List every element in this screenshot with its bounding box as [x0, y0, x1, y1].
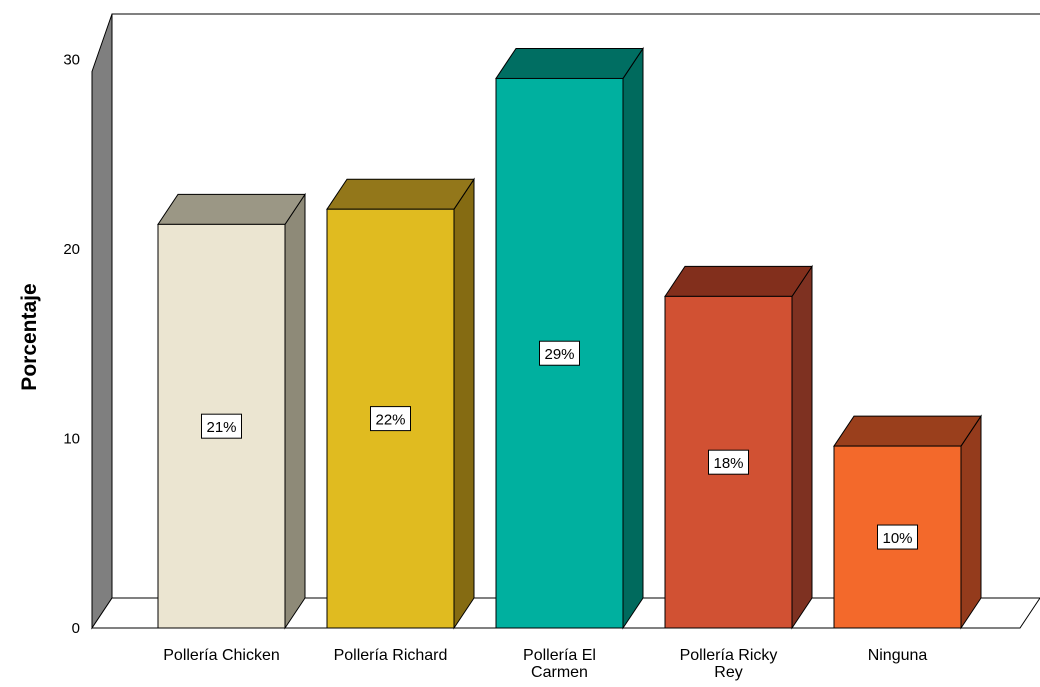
bar: 22%: [326, 177, 475, 630]
y-axis-label: Porcentaje: [18, 283, 41, 390]
y-tick-label: 10: [63, 431, 80, 448]
bars: 21% 22% 29% 18% 10%: [157, 46, 982, 630]
data-label: 29%: [544, 346, 574, 363]
bar: 10%: [833, 414, 982, 630]
data-label-box: [877, 524, 918, 550]
bar-side: [284, 192, 306, 630]
bar-top: [157, 193, 306, 225]
bar-side: [453, 177, 475, 630]
bar: 21%: [157, 192, 306, 630]
y-axis: 0 10 20 30: [63, 52, 80, 638]
data-label: 18%: [713, 455, 743, 472]
data-label: 21%: [206, 419, 236, 436]
data-label-box: [708, 449, 749, 475]
bar-top: [833, 415, 982, 447]
bar-top: [664, 265, 813, 297]
data-label-box: [539, 340, 580, 366]
side-wall: [91, 13, 113, 630]
category-label: Pollería El Carmen: [523, 647, 596, 681]
y-tick-label: 0: [72, 620, 80, 637]
y-tick-label: 20: [63, 241, 80, 258]
category-labels: Pollería Chicken Pollería Richard Pollería…: [163, 647, 927, 681]
category-label: Pollería Ricky Rey: [680, 647, 778, 681]
category-label: Pollería Richard: [334, 647, 448, 664]
data-label-box: [370, 406, 411, 432]
category-label: Ninguna: [868, 647, 928, 664]
bar-side: [960, 414, 982, 630]
back-wall-edge: [111, 13, 1040, 598]
category-label: Pollería Chicken: [163, 647, 280, 664]
bar: 29%: [495, 46, 644, 630]
data-label: 22%: [375, 412, 405, 429]
bar-top: [326, 178, 475, 210]
data-label: 10%: [882, 530, 912, 547]
data-label-box: [201, 413, 242, 439]
y-tick-label: 30: [63, 52, 80, 69]
bar-side: [622, 46, 644, 630]
bar-side: [791, 264, 813, 630]
bar: 18%: [664, 264, 813, 630]
bar-top: [495, 47, 644, 79]
